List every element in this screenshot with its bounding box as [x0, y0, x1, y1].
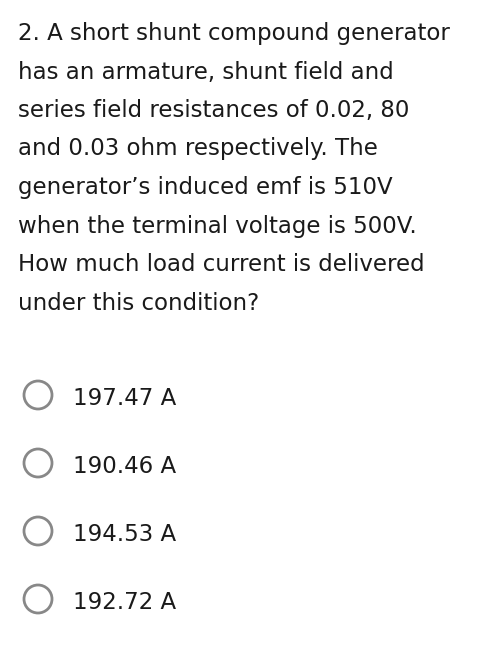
- Text: series field resistances of 0.02, 80: series field resistances of 0.02, 80: [18, 99, 408, 122]
- Text: and 0.03 ohm respectively. The: and 0.03 ohm respectively. The: [18, 138, 377, 160]
- Text: 194.53 A: 194.53 A: [73, 522, 176, 546]
- Text: has an armature, shunt field and: has an armature, shunt field and: [18, 60, 393, 84]
- Text: 190.46 A: 190.46 A: [73, 454, 176, 478]
- Text: How much load current is delivered: How much load current is delivered: [18, 253, 424, 276]
- Text: generator’s induced emf is 510V: generator’s induced emf is 510V: [18, 176, 392, 199]
- Text: 197.47 A: 197.47 A: [73, 387, 176, 410]
- Text: 2. A short shunt compound generator: 2. A short shunt compound generator: [18, 22, 449, 45]
- Text: under this condition?: under this condition?: [18, 291, 259, 315]
- Text: when the terminal voltage is 500V.: when the terminal voltage is 500V.: [18, 215, 416, 238]
- Text: 192.72 A: 192.72 A: [73, 591, 176, 613]
